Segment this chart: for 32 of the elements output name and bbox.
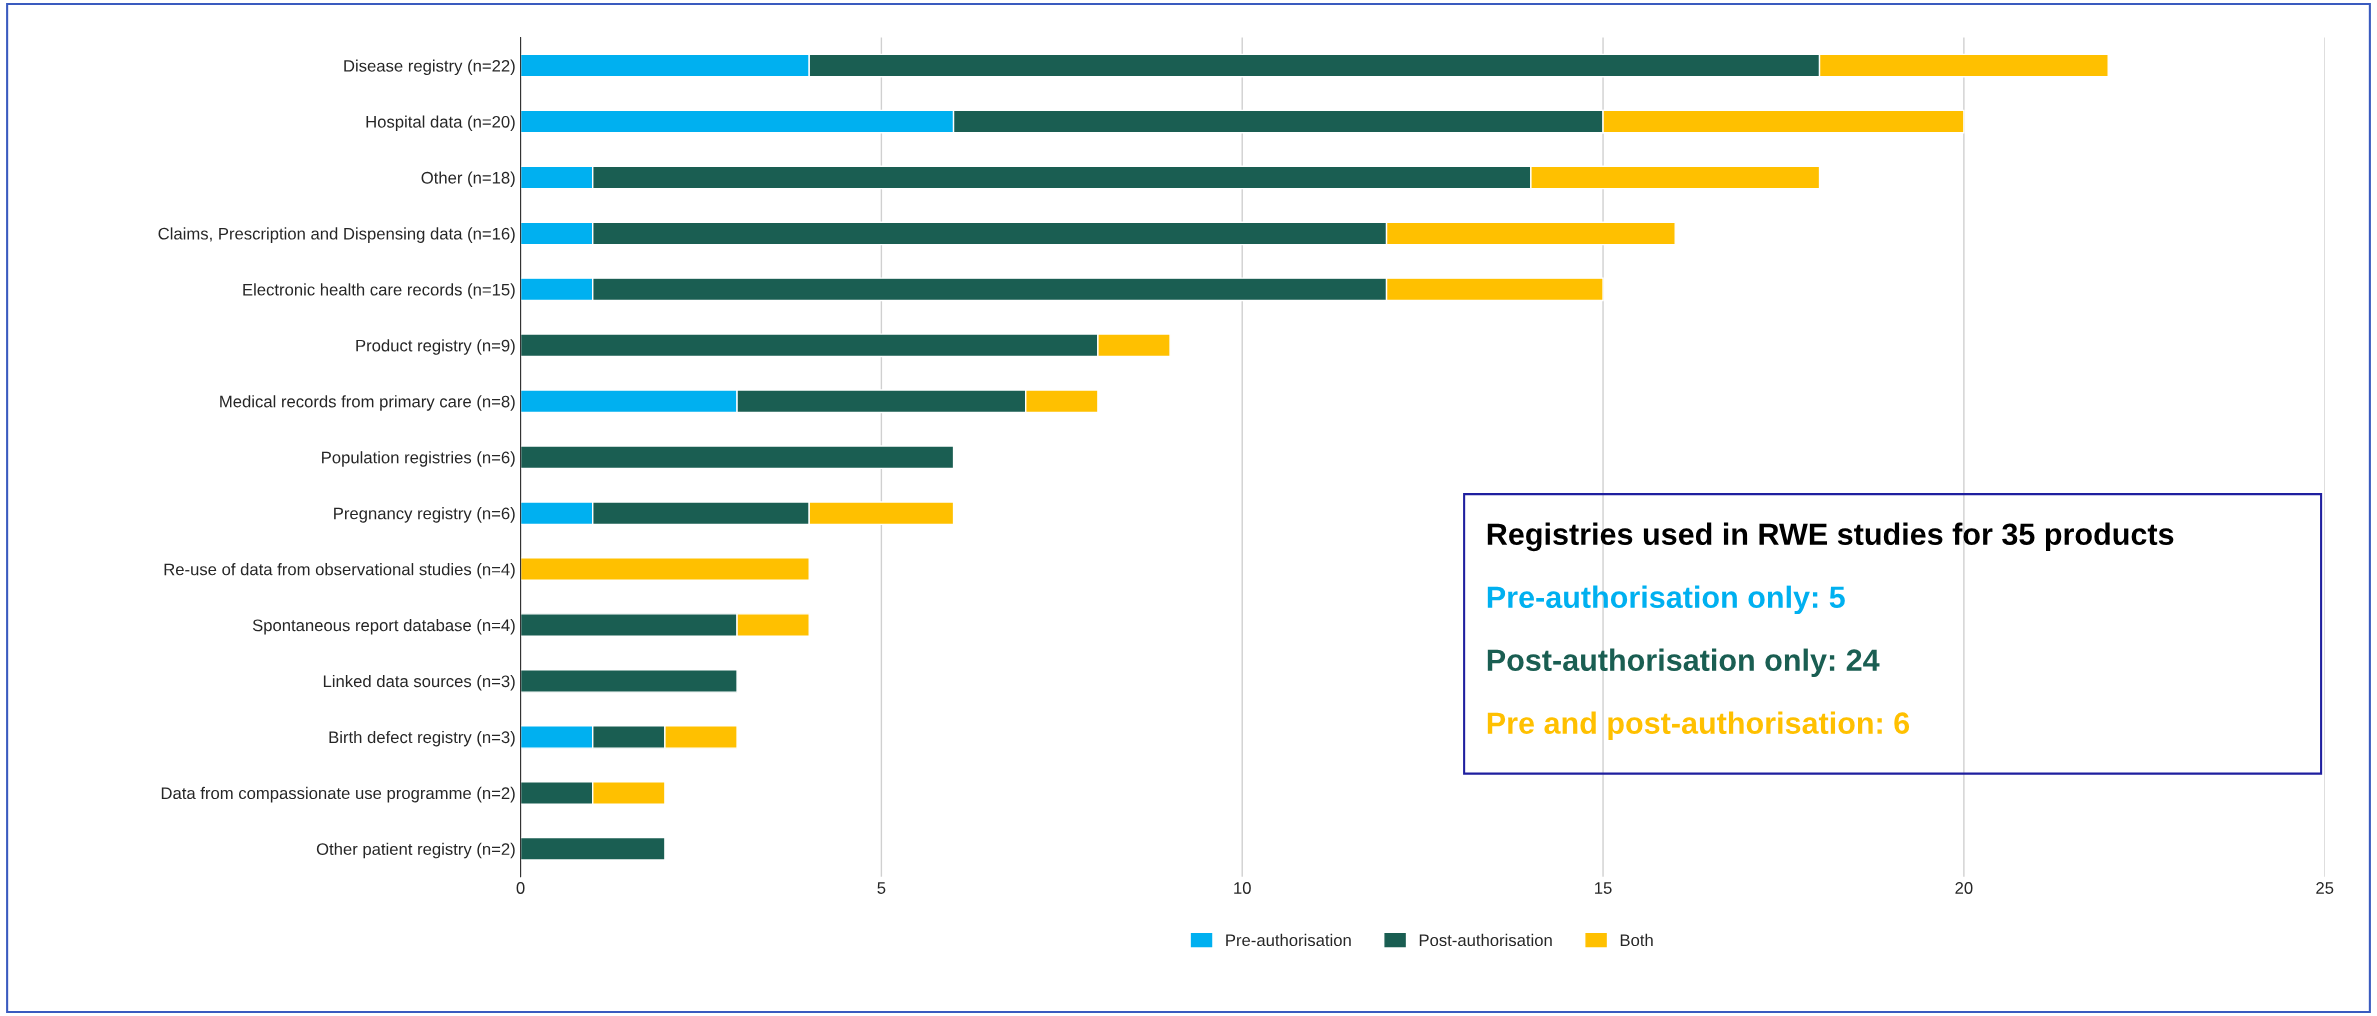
y-tick-label: Linked data sources (n=3) — [323, 674, 515, 691]
bar — [520, 445, 955, 470]
y-tick-label: Product registry (n=9) — [356, 339, 515, 355]
y-tick-label: Birth defect registry (n=3) — [329, 730, 515, 747]
y-tick-label: Other (n=18) — [421, 171, 515, 187]
x-tick-label: 20 — [1955, 882, 1973, 894]
y-tick-label: Pregnancy registry (n=6) — [334, 507, 515, 523]
y-tick-label: Medical records from primary care (n=8) — [220, 395, 515, 411]
legend-label: Pre-authorisation — [1226, 933, 1351, 947]
y-tick-label: Hospital data (n=20) — [366, 115, 515, 132]
x-tick-label: 25 — [2316, 882, 2334, 894]
annotation: Registries used in RWE studies for 35 products — [1487, 522, 2174, 552]
legend-label: Both — [1620, 933, 1653, 947]
bar — [520, 836, 666, 861]
y-tick-label: Population registries (n=6) — [322, 451, 515, 467]
y-tick-label: Electronic health care records (n=15) — [243, 283, 515, 299]
y-tick-label: Other patient registry (n=2) — [316, 842, 515, 859]
x-tick-label: 0 — [516, 882, 525, 894]
y-tick-label: Disease registry (n=22) — [344, 59, 515, 76]
y-tick-label: Spontaneous report database (n=4) — [252, 619, 515, 635]
annotation: Post-authorisation only: 24 — [1487, 648, 1880, 678]
x-tick-label: 10 — [1234, 882, 1251, 894]
annotation: Pre and post-authorisation: 6 — [1487, 711, 1910, 740]
bar — [520, 557, 810, 581]
legend-label: Post-authorisation — [1419, 933, 1552, 947]
x-tick-label: 5 — [877, 882, 886, 894]
y-tick-label: Re-use of data from observational studies (n=4) — [164, 563, 515, 579]
bar — [520, 669, 738, 693]
y-tick-label: Claims, Prescription and Dispensing data (n=16) — [158, 227, 515, 243]
x-tick-label: 15 — [1595, 882, 1612, 894]
annotation: Pre-authorisation only: 5 — [1487, 585, 1845, 615]
y-tick-label: Data from compassionate use programme (n=2) — [161, 786, 515, 803]
